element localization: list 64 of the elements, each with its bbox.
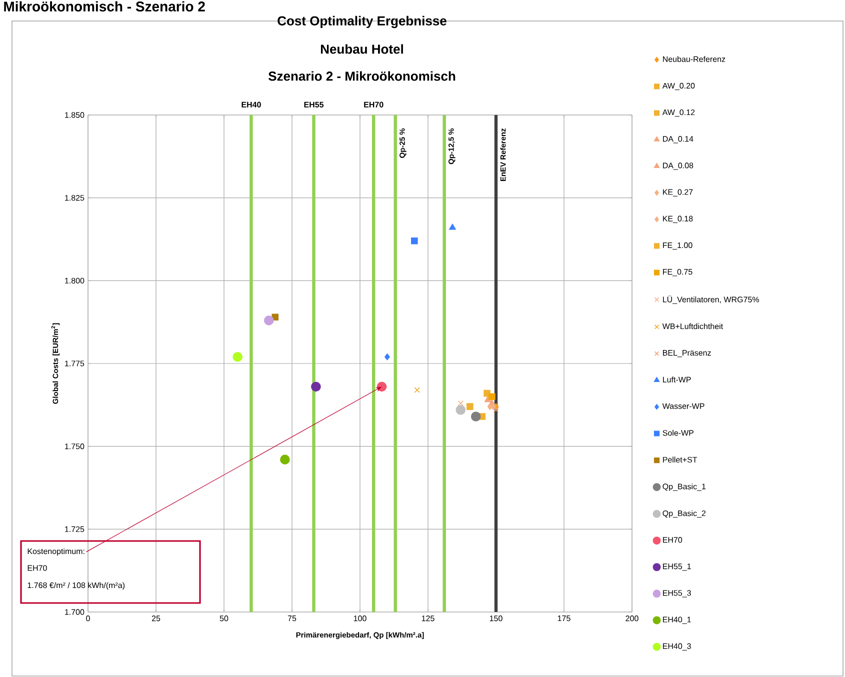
y-tick-label: 1.850 <box>65 112 84 118</box>
x-tick-label: 175 <box>558 616 570 622</box>
x-tick-label: 25 <box>152 616 160 622</box>
point <box>456 404 466 415</box>
x-tick-label: 100 <box>354 616 366 622</box>
legend-label: BEL_Präsenz <box>663 350 711 358</box>
point <box>493 407 499 413</box>
legend-label: EH70 <box>663 537 682 543</box>
y-tick-label: 1.725 <box>65 526 84 532</box>
chart-subtitle: Neubau Hotel <box>320 44 403 54</box>
text: Mikroökonomisch - Szenario 2 <box>4 1 205 12</box>
legend-label: KE_0.27 <box>663 189 693 196</box>
point <box>280 454 290 464</box>
legend-label: EH55_3 <box>663 590 691 598</box>
legend-label: Luft-WP <box>663 376 691 382</box>
point <box>232 352 243 362</box>
annotation: Kostenoptimum: <box>28 548 84 556</box>
legend-label: AW_0.12 <box>662 109 695 117</box>
legend-label: DA_0.08 <box>663 162 694 170</box>
legend-label: EH40_1 <box>663 616 691 624</box>
legend-label: DA_0.14 <box>663 136 694 144</box>
legend-label: Neubau-Referenz <box>663 56 726 62</box>
legend-label: Qp_Basic_2 <box>662 510 706 518</box>
point <box>466 403 474 410</box>
legend-label: WB+Luftdichtheit <box>662 323 723 330</box>
legend-label: Wasser-WP <box>662 403 704 409</box>
legend-label: Pellet+ST <box>663 456 698 463</box>
x-tick-label: 0 <box>86 616 90 622</box>
point <box>470 412 481 422</box>
x-tick-label: 50 <box>220 616 228 622</box>
legend-label: Sole-WP <box>662 430 694 436</box>
y-tick-label: 1.775 <box>65 360 84 366</box>
x-tick-label: 200 <box>626 616 638 622</box>
point <box>458 400 464 406</box>
text: Szenario 2 - Mikroökonomisch <box>268 71 456 81</box>
text: EH70 <box>28 565 47 571</box>
legend-label: KE_0.18 <box>663 216 693 223</box>
point <box>384 353 390 360</box>
ref-line-label: EH40 <box>242 102 261 108</box>
y-tick-label: 1.750 <box>65 444 84 450</box>
y-tick-label: 1.800 <box>65 278 84 284</box>
legend-label: LÜ_Ventilatoren, WRG75% <box>663 296 759 304</box>
x-tick-label: 125 <box>422 616 434 622</box>
ref-line-label: EH55 <box>304 102 324 108</box>
point <box>449 224 456 230</box>
point <box>488 393 496 400</box>
annotation: 1.768 €/m² / 108 kWh/(m²a) <box>28 582 124 590</box>
point <box>414 387 420 393</box>
point <box>411 238 418 244</box>
legend-label: Qp_Basic_1 <box>662 483 706 491</box>
y-tick-label: 1.825 <box>65 195 84 201</box>
point <box>311 382 321 392</box>
x-tick-label: 75 <box>288 616 296 622</box>
legend-label: EH55_1 <box>663 564 691 571</box>
legend-label: EH40_3 <box>663 643 691 650</box>
point <box>264 316 274 326</box>
y-tick-label: 1.700 <box>65 609 84 615</box>
ref-line-label: EH70 <box>364 102 384 108</box>
chart-title: Cost Optimality Ergebnisse <box>278 16 446 28</box>
legend-label: FE_1.00 <box>663 242 692 250</box>
point <box>490 403 496 410</box>
legend-label: AW_0.20 <box>662 82 695 90</box>
legend-label: FE_0.75 <box>663 268 692 276</box>
x-tick-label: 150 <box>490 616 502 622</box>
